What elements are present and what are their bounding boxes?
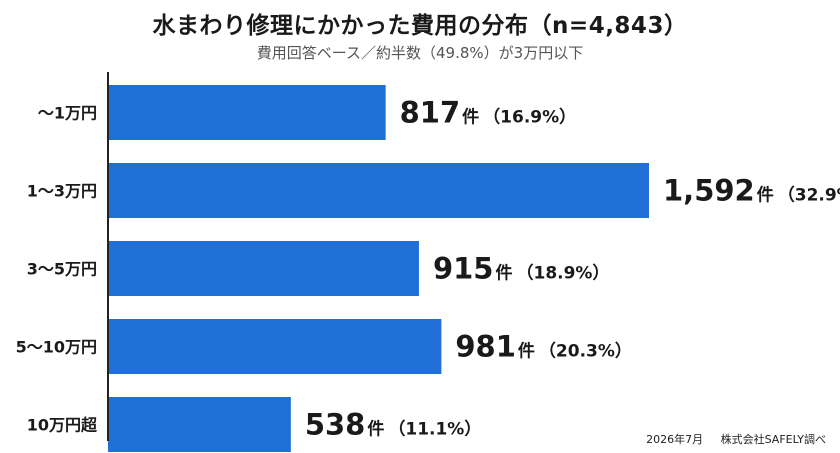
data-label-percent: （32.9%）: [778, 185, 840, 206]
data-label-value: 981: [455, 330, 516, 364]
bar-0: [108, 85, 386, 140]
source-note: 2026年7月 株式会社SAFELY調べ: [632, 431, 826, 447]
bar-2: [108, 241, 419, 296]
data-label-unit: 件: [367, 419, 384, 440]
data-label-unit: 件: [495, 263, 512, 284]
category-label: 1〜3万円: [27, 182, 97, 201]
data-label: 538 件（11.1%）: [305, 408, 482, 442]
source-date: 2026年7月: [646, 433, 704, 446]
data-label-value: 817: [400, 96, 461, 130]
bar-4: [108, 397, 291, 452]
data-label-percent: （20.3%）: [539, 341, 632, 362]
category-label: 3〜5万円: [27, 260, 97, 279]
category-label: 10万円超: [27, 416, 98, 435]
source-credit: 株式会社SAFELY調べ: [720, 433, 826, 446]
data-label-value: 538: [305, 408, 366, 442]
data-label-value: 915: [433, 252, 494, 286]
category-label: 〜1万円: [38, 104, 97, 123]
data-label-unit: 件: [462, 107, 479, 128]
data-label: 981 件（20.3%）: [455, 330, 632, 364]
data-label-percent: （11.1%）: [388, 419, 481, 440]
bar-3: [108, 319, 442, 374]
data-label-unit: 件: [757, 185, 774, 206]
data-label-percent: （18.9%）: [516, 263, 609, 284]
data-label-percent: （16.9%）: [483, 107, 576, 128]
chart-subtitle: 費用回答ベース／約半数（49.8%）が3万円以下: [256, 44, 584, 62]
category-label: 5〜10万円: [16, 338, 97, 357]
data-label: 915 件（18.9%）: [433, 252, 610, 286]
data-label-value: 1,592: [663, 174, 755, 208]
chart-title: 水まわり修理にかかった費用の分布（n=4,843）: [152, 13, 688, 39]
data-label: 817 件（16.9%）: [400, 96, 577, 130]
bar-1: [108, 163, 649, 218]
data-label-unit: 件: [518, 341, 535, 362]
